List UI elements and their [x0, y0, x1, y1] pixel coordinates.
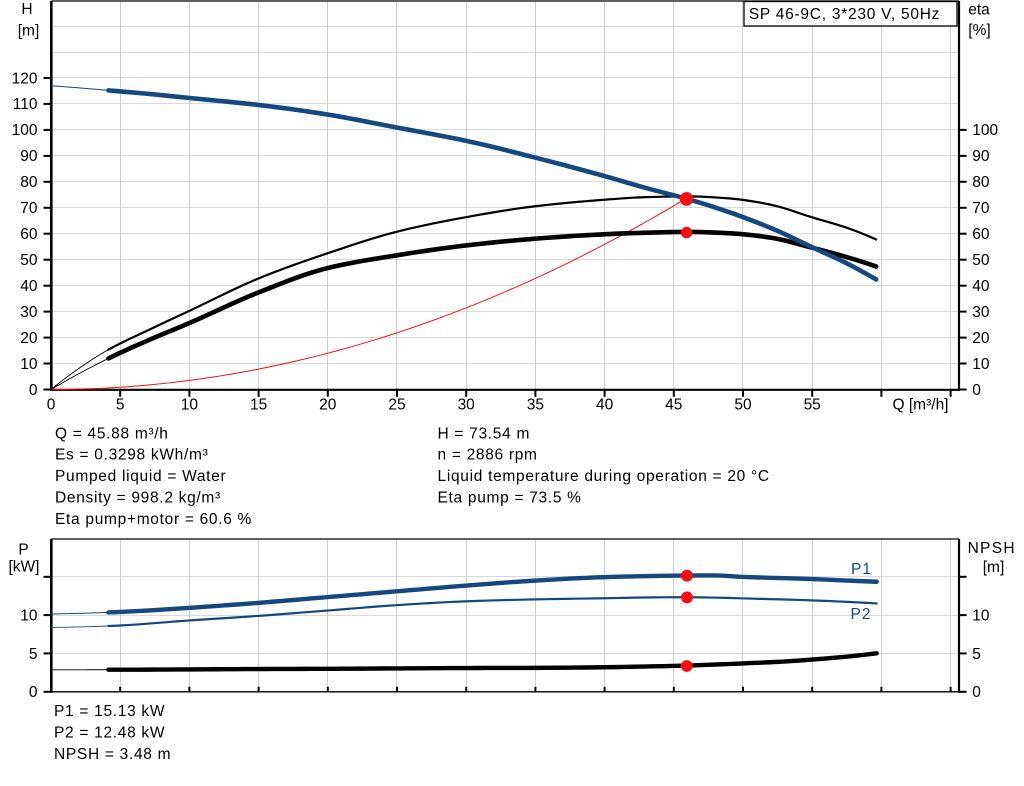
svg-text:Q = 45.88 m³/h: Q = 45.88 m³/h	[55, 425, 169, 442]
svg-text:35: 35	[527, 397, 544, 414]
svg-text:20: 20	[972, 330, 990, 347]
svg-text:n = 2886 rpm: n = 2886 rpm	[438, 447, 538, 464]
svg-text:40: 40	[20, 278, 38, 295]
svg-text:10: 10	[181, 397, 199, 414]
svg-text:20: 20	[20, 330, 38, 347]
svg-text:5: 5	[116, 397, 125, 414]
svg-text:Liquid temperature during oper: Liquid temperature during operation = 20…	[438, 468, 770, 485]
svg-text:30: 30	[20, 304, 38, 321]
svg-text:80: 80	[20, 174, 38, 191]
svg-text:45: 45	[665, 397, 682, 414]
svg-text:50: 50	[734, 397, 752, 414]
svg-text:40: 40	[596, 397, 614, 414]
svg-text:P2 = 12.48 kW: P2 = 12.48 kW	[54, 725, 165, 742]
svg-text:[m]: [m]	[983, 559, 1005, 576]
svg-text:100: 100	[972, 122, 998, 139]
svg-text:0: 0	[29, 684, 38, 701]
svg-text:[kW]: [kW]	[9, 559, 40, 576]
svg-text:110: 110	[13, 96, 38, 113]
svg-text:NPSH = 3.48 m: NPSH = 3.48 m	[54, 746, 171, 763]
svg-text:90: 90	[972, 148, 990, 165]
svg-text:20: 20	[319, 397, 337, 414]
svg-text:25: 25	[388, 397, 405, 414]
svg-text:60: 60	[972, 226, 990, 243]
svg-text:H: H	[21, 1, 32, 18]
svg-text:Es = 0.3298 kWh/m³: Es = 0.3298 kWh/m³	[55, 447, 208, 464]
svg-text:30: 30	[972, 304, 990, 321]
svg-text:0: 0	[972, 684, 981, 701]
svg-text:120: 120	[12, 70, 38, 87]
svg-text:Density = 998.2 kg/m³: Density = 998.2 kg/m³	[55, 490, 221, 507]
svg-text:30: 30	[458, 397, 476, 414]
svg-text:50: 50	[972, 252, 990, 269]
svg-text:P2: P2	[851, 606, 872, 623]
svg-text:eta: eta	[968, 2, 990, 19]
svg-text:Pumped liquid = Water: Pumped liquid = Water	[55, 468, 226, 485]
svg-text:0: 0	[29, 382, 38, 399]
svg-text:40: 40	[972, 278, 990, 295]
svg-text:10: 10	[972, 356, 990, 373]
svg-text:P1 = 15.13 kW: P1 = 15.13 kW	[54, 703, 165, 720]
svg-text:5: 5	[29, 646, 38, 663]
svg-text:70: 70	[20, 200, 38, 217]
svg-text:P: P	[18, 542, 28, 559]
svg-text:Eta pump+motor = 60.6 %: Eta pump+motor = 60.6 %	[55, 511, 252, 528]
svg-text:15: 15	[250, 397, 267, 414]
svg-text:P1: P1	[851, 561, 872, 578]
svg-text:10: 10	[972, 607, 990, 624]
svg-text:[m]: [m]	[18, 23, 40, 40]
svg-text:90: 90	[20, 148, 38, 165]
svg-text:0: 0	[972, 382, 981, 399]
svg-text:100: 100	[12, 122, 38, 139]
svg-text:H = 73.54 m: H = 73.54 m	[438, 425, 531, 442]
svg-text:70: 70	[972, 200, 990, 217]
svg-text:10: 10	[20, 607, 38, 624]
svg-text:55: 55	[804, 397, 821, 414]
svg-text:60: 60	[20, 226, 38, 243]
svg-text:80: 80	[972, 174, 990, 191]
svg-text:NPSH: NPSH	[968, 540, 1016, 557]
svg-text:50: 50	[20, 252, 38, 269]
svg-text:Eta pump = 73.5 %: Eta pump = 73.5 %	[438, 490, 582, 507]
svg-text:10: 10	[20, 356, 38, 373]
svg-text:Q [m³/h]: Q [m³/h]	[893, 397, 949, 414]
svg-text:5: 5	[972, 646, 981, 663]
svg-text:[%]: [%]	[968, 22, 990, 39]
svg-text:SP 46-9C, 3*230 V, 50Hz: SP 46-9C, 3*230 V, 50Hz	[749, 6, 940, 23]
svg-text:0: 0	[47, 397, 56, 414]
